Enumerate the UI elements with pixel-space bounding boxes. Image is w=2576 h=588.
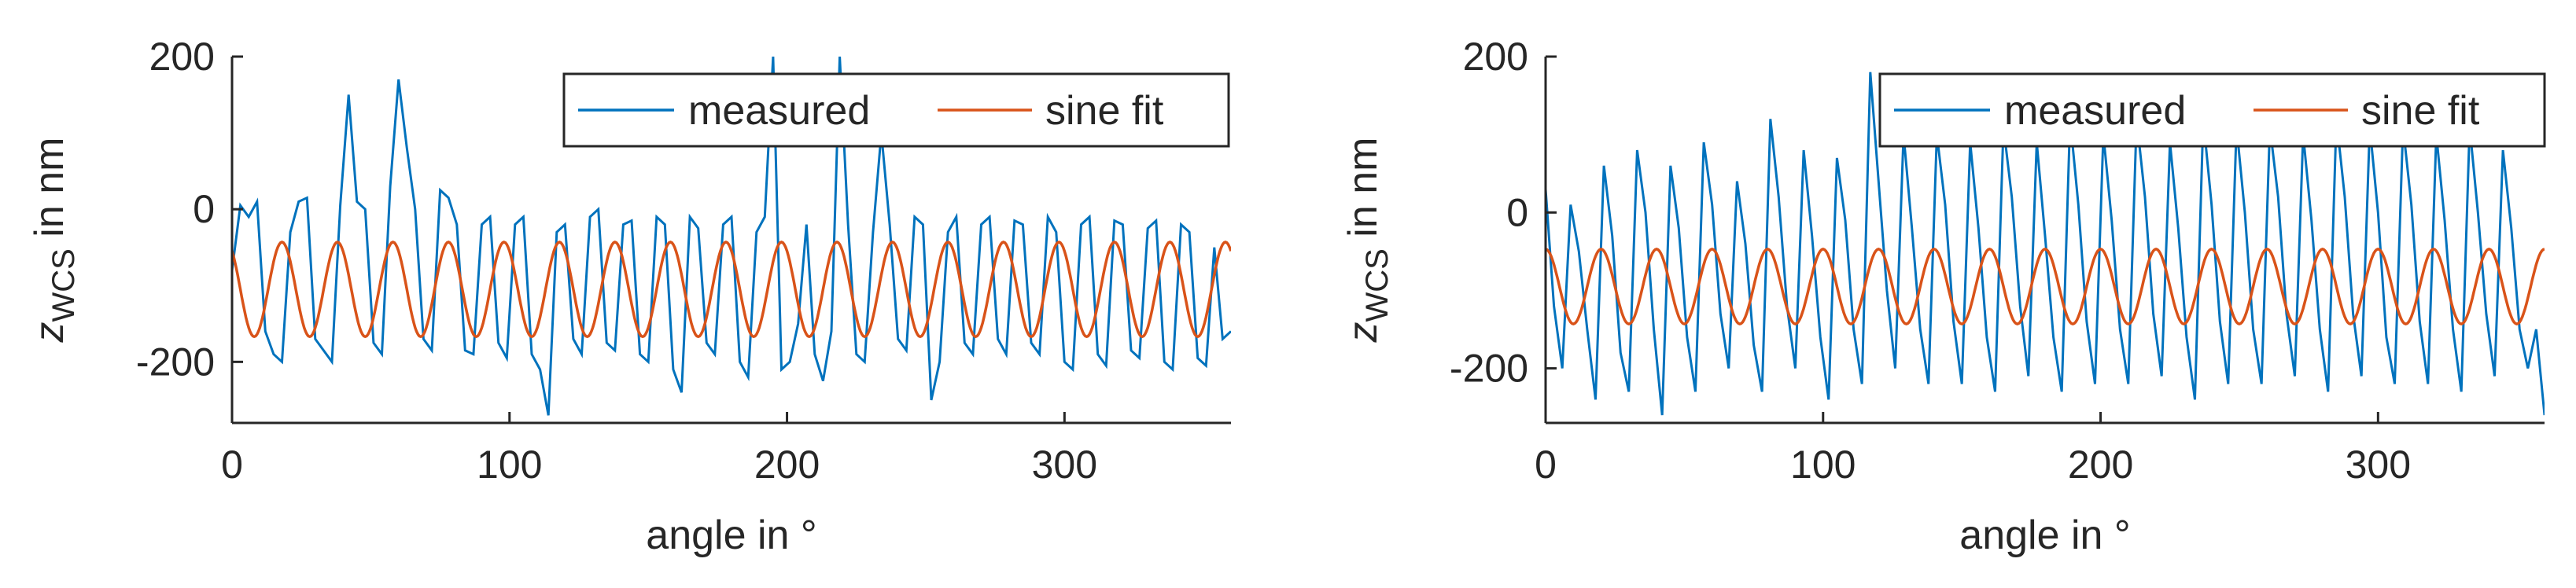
x-tick-label: 0 (1535, 443, 1557, 487)
x-tick-label: 200 (754, 443, 820, 487)
sine-fit-series-line (232, 240, 1231, 339)
y-tick-label: 0 (193, 187, 215, 231)
y-tick-label: -200 (136, 340, 215, 384)
sine-fit-series-line (1546, 248, 2545, 325)
y-tick-label: 200 (1463, 35, 1528, 79)
x-tick-label: 0 (221, 443, 243, 487)
measured-series-line (232, 57, 1231, 416)
y-axis-label: zWCS in nm (1340, 138, 1395, 344)
x-tick-label: 100 (1790, 443, 1856, 487)
x-tick-label: 300 (2346, 443, 2411, 487)
legend-measured-label: measured (688, 88, 870, 134)
y-axis-label: zWCS in nm (27, 138, 81, 344)
x-tick-label: 100 (477, 443, 542, 487)
y-tick-label: 0 (1506, 190, 1528, 234)
y-tick-label: -200 (1450, 347, 1528, 391)
legend-box (1878, 72, 2546, 148)
y-tick-label: 200 (149, 35, 215, 79)
chart-left: 0 100 200 300 200 0 -200 angle in ° zWCS in nm me… (27, 35, 1231, 558)
chart-right: 0 100 200 300 200 0 -200 angle in ° zWCS in nm me… (1340, 35, 2546, 558)
legend-measured-label: measured (2004, 88, 2186, 134)
legend-sine-fit-label: sine fit (2361, 88, 2480, 134)
legend-sine-fit-label: sine fit (1045, 88, 1164, 134)
x-tick-label: 200 (2068, 443, 2133, 487)
x-axis-label: angle in ° (1959, 513, 2130, 558)
measured-series-line (1546, 72, 2545, 416)
x-axis-label: angle in ° (646, 513, 816, 558)
x-tick-label: 300 (1032, 443, 1097, 487)
legend-box (562, 72, 1230, 148)
